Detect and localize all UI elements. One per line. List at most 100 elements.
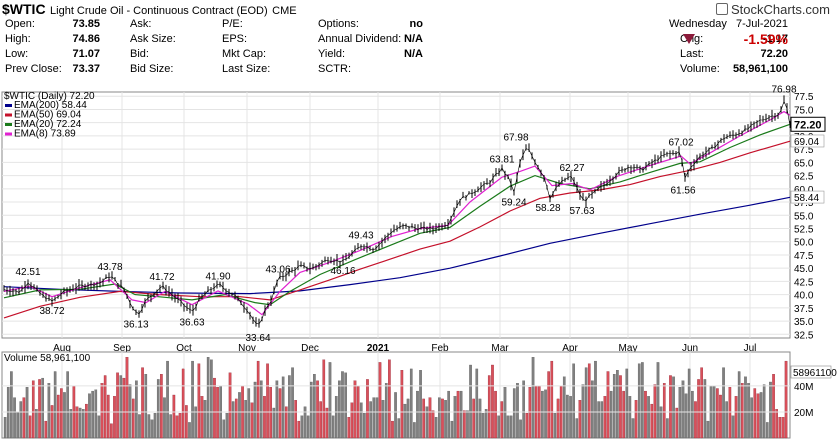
volume-bar	[509, 415, 513, 439]
volume-legend: Volume 58,961,100	[4, 353, 91, 364]
volume-bar	[562, 376, 566, 439]
volume-bar	[369, 401, 372, 439]
volume-bar	[734, 396, 738, 439]
price-annotation: 41.72	[149, 272, 174, 283]
volume-bar	[740, 383, 744, 439]
volume-bar	[737, 371, 741, 439]
volume-bar	[687, 368, 691, 439]
volume-bar	[578, 400, 582, 439]
y-tick-label: 37.5	[794, 304, 814, 315]
volume-bar	[35, 409, 38, 439]
volume-bar	[706, 420, 710, 439]
volume-bar	[447, 390, 450, 439]
ema200-line	[3, 196, 791, 295]
volume-bar	[656, 362, 660, 439]
legend-swatch	[5, 132, 12, 136]
volume-bar	[662, 383, 666, 439]
stat-label: EPS:	[222, 33, 248, 45]
volume-bar	[213, 377, 216, 439]
legend-entry: EMA(8) 73.89	[14, 129, 76, 140]
volume-bar	[303, 406, 307, 439]
price-annotation: 67.02	[668, 138, 693, 149]
volume-bar	[716, 388, 719, 439]
volume-bar	[587, 363, 591, 439]
volume-bar	[547, 371, 550, 439]
volume-bar	[288, 375, 291, 439]
volume-bar	[375, 397, 379, 439]
volume-bar	[88, 393, 91, 439]
volume-bar	[222, 419, 226, 439]
stat-value: no	[409, 18, 423, 30]
volume-bar	[100, 383, 104, 439]
stat-label: Mkt Cap:	[222, 48, 267, 60]
volume-bar	[178, 413, 182, 439]
volume-bar	[684, 393, 688, 439]
volume-bar	[553, 413, 557, 439]
stat-label: Last:	[680, 48, 704, 60]
volume-bar	[269, 387, 272, 439]
stat-label: Low:	[5, 48, 29, 60]
legend-entry: EMA(200) 58.44	[14, 100, 87, 111]
volume-bar	[381, 400, 385, 439]
volume-bar	[784, 360, 788, 439]
volume-bar	[441, 398, 444, 439]
stat-value: N/A	[404, 33, 423, 45]
volume-bar	[647, 396, 650, 439]
volume-bar	[453, 396, 457, 439]
stat-label: Open:	[5, 18, 35, 30]
volume-bar	[644, 390, 647, 439]
volume-bar	[284, 406, 288, 439]
volume-bar	[16, 411, 19, 439]
legend-swatch	[5, 123, 12, 126]
volume-bar	[478, 398, 482, 439]
brand-logo[interactable]: StockCharts.com	[716, 2, 830, 17]
volume-bar	[131, 398, 135, 439]
volume-bar	[691, 390, 694, 439]
x-tick-label: Dec	[301, 343, 319, 354]
y-tick-label: 77.5	[794, 92, 814, 103]
price-annotation: 63.81	[489, 154, 514, 165]
volume-bar	[125, 357, 129, 439]
x-tick-label: Feb	[431, 343, 449, 354]
x-tick-label: May	[619, 343, 638, 354]
symbol-label: $WTIC	[2, 1, 46, 17]
volume-bar	[650, 403, 654, 439]
volume-bar	[694, 401, 697, 439]
volume-bar	[384, 383, 388, 439]
price-line	[3, 100, 791, 325]
volume-bar	[197, 363, 201, 439]
volume-bar	[434, 417, 438, 439]
volume-bar	[703, 379, 707, 439]
volume-bar	[584, 367, 588, 439]
volume-bar	[322, 359, 326, 439]
volume-bar	[456, 390, 460, 439]
volume-bar	[203, 400, 207, 439]
volume-bar	[94, 389, 98, 439]
y-tick-label: 45.0	[794, 264, 814, 275]
change-percent: -1.59%	[743, 31, 788, 47]
volume-bar	[603, 396, 607, 439]
stat-label: Volume:	[680, 63, 720, 75]
volume-bar	[778, 417, 782, 439]
price-annotation: 61.56	[670, 186, 695, 197]
y-tick-label: 75.0	[794, 105, 814, 116]
price-annotation: 36.13	[123, 319, 148, 330]
volume-bar	[60, 388, 63, 439]
volume-bar	[181, 368, 185, 439]
volume-bar	[191, 360, 194, 439]
price-annotation: 43.06	[265, 265, 290, 276]
stat-label: Ask Size:	[130, 33, 176, 45]
price-annotation: 33.64	[245, 333, 270, 344]
volume-bar	[319, 401, 322, 439]
stat-label: Bid Size:	[130, 63, 174, 75]
ema-marker-box	[790, 190, 825, 204]
volume-bar	[550, 360, 554, 439]
legend-entry: EMA(50) 69.04	[14, 110, 82, 121]
y-tick-label: 50.0	[794, 238, 814, 249]
volume-bar	[31, 380, 35, 439]
price-annotation: 41.90	[205, 271, 230, 282]
volume-bar	[494, 390, 497, 439]
volume-bar	[569, 396, 572, 439]
volume-bar	[116, 372, 119, 439]
